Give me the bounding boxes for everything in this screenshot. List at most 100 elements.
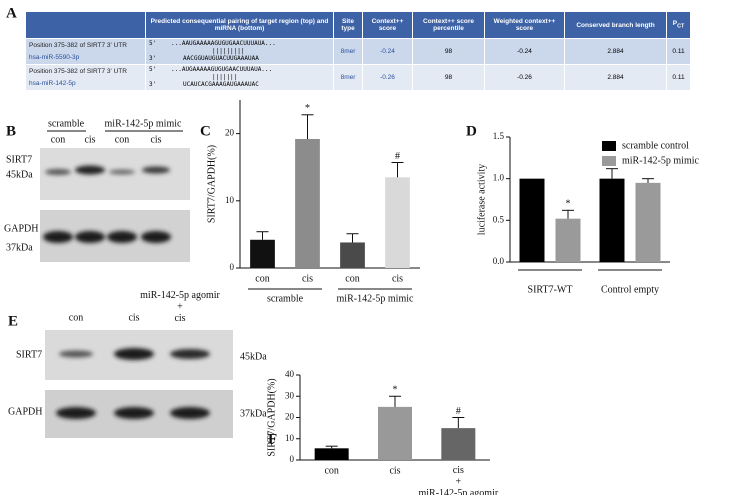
- pairing-bars: |||||||: [212, 74, 238, 81]
- y-tick-label: 30: [285, 390, 295, 400]
- kda-label: 45kDa: [240, 351, 267, 362]
- protein-label: SIRT7: [16, 349, 42, 360]
- value-cell: -0.24: [362, 38, 413, 65]
- lane-label: con: [51, 134, 65, 145]
- mirna-seq: UCAUCACGAAAGAUGAAAUAC: [183, 81, 259, 88]
- protein-label: GAPDH: [8, 406, 42, 417]
- significance-marker: *: [566, 199, 571, 210]
- value-cell: 2.884: [564, 38, 667, 65]
- panel-label: D: [466, 123, 477, 139]
- y-tick-label: 0.0: [493, 256, 505, 266]
- significance-marker: *: [305, 103, 310, 114]
- lane-label: cis: [84, 134, 95, 145]
- target-end: 5': [149, 66, 157, 73]
- legend-swatch: [602, 141, 616, 151]
- header-row: Predicted consequential pairing of targe…: [25, 11, 691, 39]
- y-tick-label: 20: [285, 412, 295, 422]
- site-position: Position 375-382 of SIRT7 3' UTR: [29, 42, 127, 49]
- bar: [295, 138, 320, 268]
- bar: [635, 182, 661, 262]
- value-cell: -0.26: [484, 64, 565, 91]
- mirna-name: hsa-miR-142-5p: [29, 80, 76, 87]
- pairing-cell: 5' ...AAUGAAAAAGUGUGAACUUUAUA... |||||||||…: [145, 38, 334, 65]
- panel-label: F: [268, 431, 277, 447]
- header-cell: Predicted consequential pairing of targe…: [145, 11, 334, 39]
- y-tick-label: 20: [225, 128, 235, 138]
- table-row: Position 375-382 of SIRT7 3' UTR hsa-miR-…: [25, 38, 691, 65]
- header-sub: CT: [677, 23, 685, 30]
- y-tick-label: 0: [290, 454, 295, 464]
- x-tick-label: cis + miR-142-5p agomir: [418, 465, 498, 495]
- bar: [555, 218, 581, 262]
- y-tick-label: 1.5: [493, 131, 505, 141]
- lane-label: con: [69, 312, 83, 323]
- group-label: scramble: [48, 118, 85, 129]
- site-cell: Position 375-382 of SIRT7 3' UTR hsa-miR-…: [25, 38, 146, 65]
- bar: [519, 178, 545, 262]
- value-cell: 8mer: [333, 64, 363, 91]
- legend-label: scramble control: [622, 140, 689, 151]
- mirna-end: 3': [149, 81, 157, 88]
- bar: [599, 178, 625, 262]
- y-axis-label: luciferase activity: [476, 164, 487, 235]
- x-tick-label: cis: [302, 273, 313, 284]
- group-label: scramble: [267, 293, 304, 304]
- x-tick-label: cis: [389, 465, 400, 476]
- lane-label: miR-142-5p agomir + cis: [140, 290, 220, 324]
- lane-label: cis: [128, 312, 139, 323]
- value-cell: -0.26: [362, 64, 413, 91]
- header-cell: Conserved branch length: [564, 11, 667, 39]
- header-cell: [25, 11, 146, 39]
- header-cell: Context++ score percentile: [412, 11, 485, 39]
- bar: [250, 239, 275, 268]
- x-tick-label: con: [255, 273, 269, 284]
- mirna-end: 3': [149, 55, 157, 62]
- x-tick-label: cis: [392, 273, 403, 284]
- y-tick-label: 10: [225, 195, 235, 205]
- y-tick-label: 1.0: [493, 173, 505, 183]
- kda-label: 37kDa: [240, 408, 267, 419]
- y-axis-label: SIRT7/GAPDH(%): [266, 378, 277, 456]
- y-tick-label: 0.5: [493, 214, 505, 224]
- value-cell: 8mer: [333, 38, 363, 65]
- value-cell: 2.884: [564, 64, 667, 91]
- header-cell: Site type: [333, 11, 363, 39]
- x-tick-label: con: [345, 273, 359, 284]
- bar: [314, 448, 349, 460]
- bands: [56, 407, 210, 419]
- bar: [340, 242, 365, 268]
- group-label: miR-142-5p mimic: [105, 118, 183, 129]
- significance-marker: #: [395, 151, 400, 162]
- y-axis-label: SIRT7/GAPDH(%): [206, 145, 217, 223]
- y-tick-label: 40: [285, 369, 295, 379]
- y-tick-label: 0: [230, 262, 235, 272]
- bar: [378, 406, 412, 460]
- bands: [59, 348, 210, 360]
- target-end: 5': [149, 40, 157, 47]
- y-tick-label: 10: [285, 433, 295, 443]
- mirna-name: hsa-miR-5590-3p: [29, 54, 80, 61]
- kda-label: 37kDa: [6, 242, 33, 253]
- pairing-bars: |||||||||: [212, 48, 245, 55]
- site-position: Position 375-382 of SIRT7 3' UTR: [29, 68, 127, 75]
- table-row: Position 375-382 of SIRT7 3' UTR hsa-miR-…: [25, 64, 691, 91]
- panel-label: B: [6, 123, 16, 139]
- x-tick-label: con: [324, 465, 338, 476]
- panel-label: A: [6, 5, 17, 21]
- bands: [45, 165, 170, 175]
- panel-label: E: [8, 313, 18, 329]
- mirna-seq: AACGGUAUGUACUUGAAAUAA: [183, 55, 259, 62]
- site-cell: Position 375-382 of SIRT7 3' UTR hsa-miR-…: [25, 64, 146, 91]
- target-line: 5' ...AUGAAAAAGUGUGAACUUUAUA...: [149, 66, 330, 74]
- header-main: P: [672, 20, 678, 28]
- bar: [441, 428, 476, 460]
- header-cell: Context++ score: [362, 11, 413, 39]
- target-line: 5' ...AAUGAAAAAGUGUGAACUUUAUA...: [149, 40, 330, 48]
- group-label: miR-142-5p mimic: [337, 293, 415, 304]
- value-cell: 98: [412, 38, 485, 65]
- legend-label: miR-142-5p mimic: [622, 155, 700, 166]
- value-cell: 0.11: [666, 38, 691, 65]
- header-cell: Weighted context++ score: [484, 11, 565, 39]
